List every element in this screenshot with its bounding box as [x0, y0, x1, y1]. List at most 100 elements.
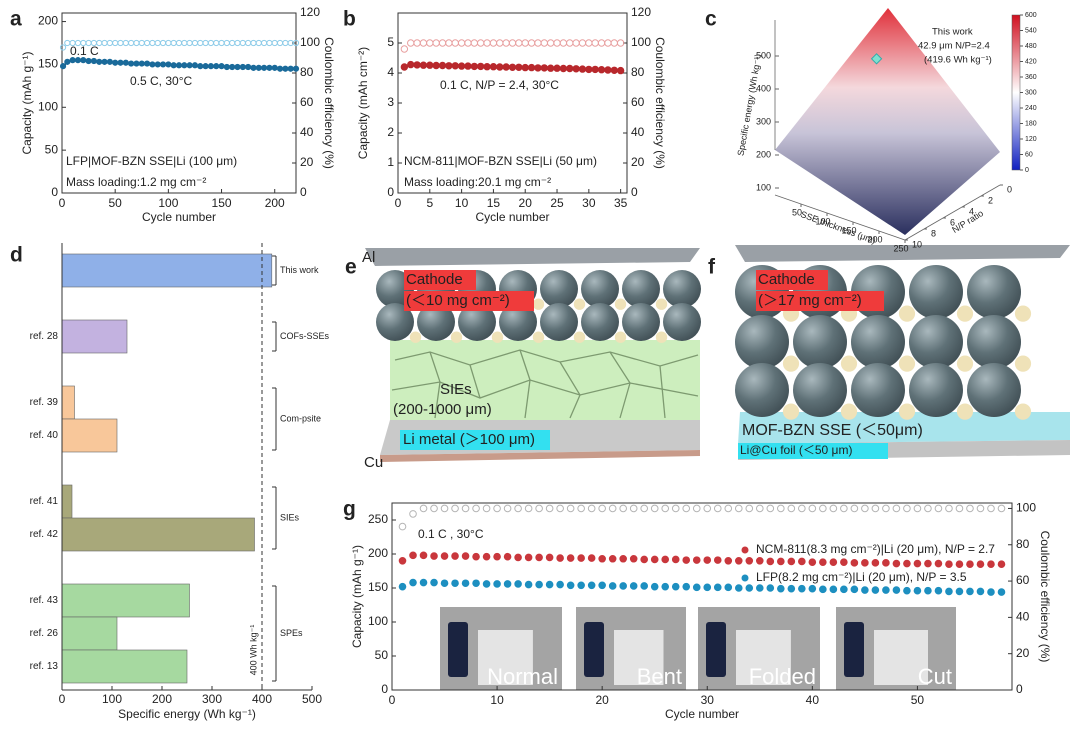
data-point [197, 39, 204, 47]
data-point [566, 39, 574, 47]
cathode-particle [909, 363, 963, 417]
data-point [149, 39, 156, 47]
z-tick-label: 400 [756, 83, 771, 93]
y2-axis-label: Coulombic efficiency (%) [653, 37, 667, 169]
data-point [534, 64, 542, 72]
conductive-additive [956, 355, 974, 372]
data-point [255, 39, 262, 47]
layer-label: Al [362, 249, 375, 266]
colorbar-tick-label: 360 [1025, 74, 1037, 81]
data-point [239, 63, 246, 71]
data-point [703, 583, 712, 592]
data-point [882, 504, 890, 513]
colorbar-tick-label: 240 [1025, 105, 1037, 112]
data-point [745, 584, 754, 592]
data-point [861, 586, 869, 594]
data-point [133, 60, 140, 67]
data-point [149, 61, 156, 68]
data-point [508, 39, 517, 47]
x-tick-label: 500 [302, 692, 322, 706]
layer-label: Li metal (＞100 μm) [403, 431, 535, 448]
group-label: Com-psite [280, 413, 321, 423]
data-point [535, 580, 543, 589]
data-point [619, 554, 627, 563]
y2-tick-label: 60 [300, 95, 314, 109]
y2-axis-label: Coulombic efficiency (%) [322, 37, 336, 169]
data-point [524, 504, 533, 513]
data-point [798, 557, 806, 566]
data-point [553, 64, 561, 72]
data-point [496, 39, 504, 47]
data-point [587, 581, 596, 590]
data-point [191, 39, 199, 47]
data-point [143, 60, 151, 67]
data-point [515, 63, 523, 72]
panel-label: c [705, 8, 717, 31]
y2-tick-label: 40 [300, 125, 314, 139]
data-point [585, 65, 593, 74]
cathode-particle [735, 363, 789, 417]
data-point [407, 39, 415, 47]
data-point [430, 504, 438, 513]
data-point [745, 504, 754, 513]
x-axis-label: Cycle number [665, 707, 739, 721]
data-point [400, 63, 409, 71]
x-tick-label: 10 [455, 196, 469, 210]
data-point [250, 64, 257, 71]
data-point [934, 559, 943, 568]
data-point [671, 504, 680, 513]
colorbar-tick-label: 300 [1025, 89, 1037, 96]
data-point [90, 57, 98, 65]
data-point [566, 581, 575, 590]
y-tick-label: 50 [375, 648, 389, 662]
pouch-cell [614, 630, 664, 685]
conductive-additive [532, 331, 545, 343]
category-label: ref. 13 [30, 661, 59, 672]
data-point [457, 62, 466, 70]
data-point [608, 504, 617, 513]
y2-tick-label: 20 [300, 155, 314, 169]
data-point [482, 552, 491, 561]
y-axis-label: Capacity (mAh cm⁻²) [356, 47, 370, 159]
conductive-additive [655, 331, 668, 343]
data-point [440, 552, 449, 560]
conductive-additive [840, 403, 858, 420]
data-point [271, 39, 278, 47]
data-point [461, 552, 470, 560]
data-point [808, 504, 817, 513]
data-point [276, 65, 284, 72]
sie-layer [390, 340, 700, 420]
y-tick-label: 4 [387, 65, 394, 79]
data-point [566, 64, 574, 73]
data-point [493, 552, 501, 561]
plot-frame [391, 502, 1013, 691]
sse-layer [738, 412, 1070, 444]
annotation: 0.1 C, N/P = 2.4, 30°C [440, 78, 559, 92]
data-point [493, 504, 501, 513]
data-point [430, 552, 438, 560]
data-point [535, 553, 543, 562]
data-point [138, 39, 145, 47]
y2-tick-label: 100 [300, 35, 320, 49]
data-point [945, 560, 953, 569]
highlight [404, 270, 476, 290]
x-tick-label: 20 [519, 196, 533, 210]
data-point [239, 39, 246, 47]
data-point [398, 522, 407, 531]
data-point [426, 61, 434, 69]
data-point [493, 580, 501, 588]
data-point [213, 39, 220, 47]
data-point [451, 62, 459, 70]
data-point [629, 504, 638, 513]
x-tick-label: 40 [806, 693, 820, 707]
data-point [133, 39, 140, 47]
data-point [713, 556, 722, 564]
x-tick-label: 30 [582, 196, 596, 210]
data-point [223, 39, 230, 47]
data-point [871, 559, 880, 567]
data-point [766, 584, 775, 592]
data-point [572, 65, 580, 73]
data-point [470, 39, 479, 47]
data-point [604, 39, 612, 47]
data-point [713, 504, 722, 513]
